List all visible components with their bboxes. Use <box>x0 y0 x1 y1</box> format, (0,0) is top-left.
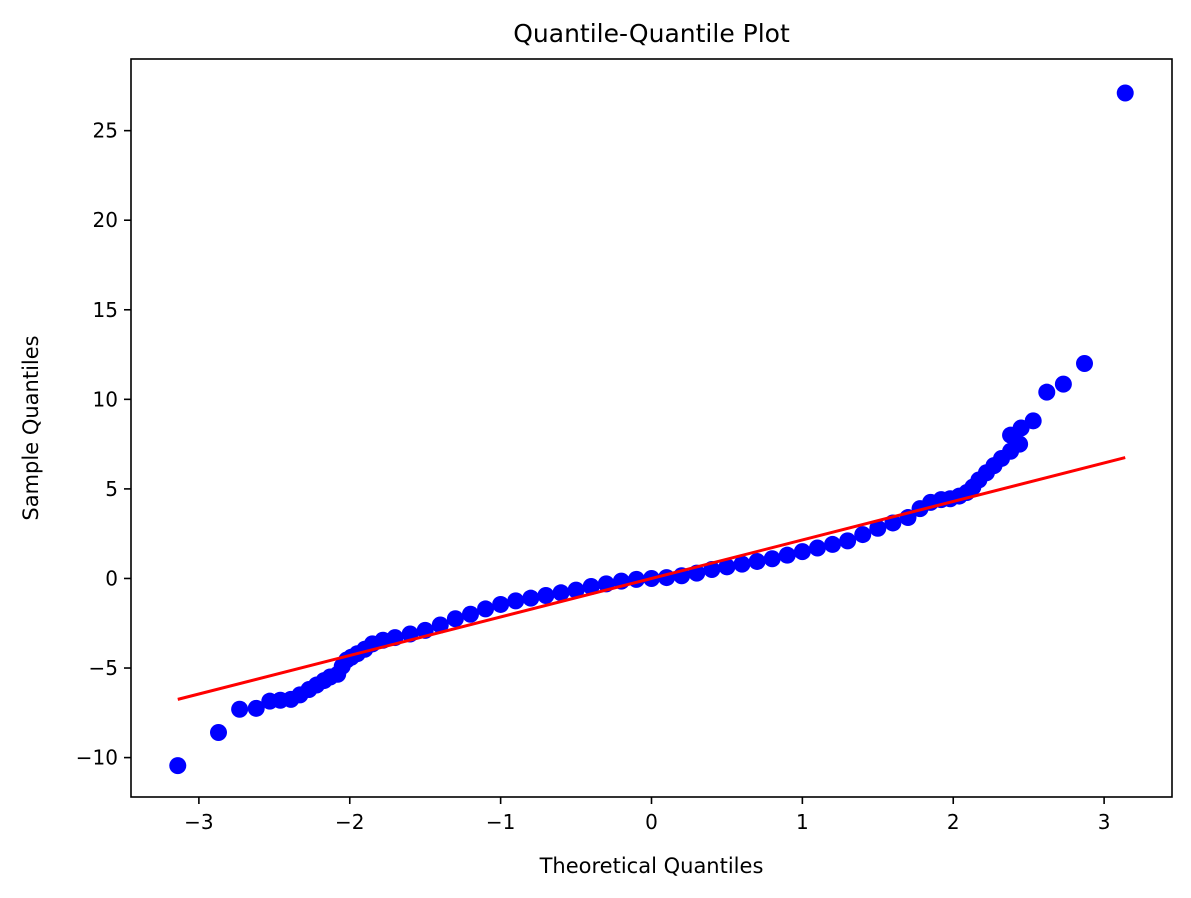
data-point <box>552 584 570 602</box>
y-tick-label: 5 <box>105 477 118 501</box>
x-axis-ticks: −3 −2 −1 0 1 2 3 <box>184 797 1110 834</box>
data-point <box>210 724 227 742</box>
data-point <box>446 610 464 628</box>
x-tick-label: −3 <box>184 810 213 834</box>
data-point <box>1024 412 1042 430</box>
data-point <box>169 757 187 775</box>
data-point <box>854 526 872 544</box>
data-point <box>247 699 265 717</box>
data-point <box>231 700 249 718</box>
data-point <box>507 592 525 610</box>
x-tick-label: −1 <box>486 810 515 834</box>
data-point <box>492 595 510 613</box>
data-point <box>718 558 736 576</box>
x-axis-label: Theoretical Quantiles <box>539 854 764 878</box>
data-point <box>808 539 826 557</box>
y-axis-label: Sample Quantiles <box>19 335 43 520</box>
data-point <box>733 555 751 573</box>
x-tick-label: 3 <box>1098 810 1111 834</box>
x-tick-label: 1 <box>796 810 809 834</box>
data-point <box>537 586 555 604</box>
data-point <box>522 589 540 607</box>
y-tick-label: 25 <box>93 119 118 143</box>
x-tick-label: −2 <box>335 810 364 834</box>
data-point <box>1076 355 1093 373</box>
data-point <box>839 532 857 550</box>
data-point <box>748 552 766 570</box>
chart-title: Quantile-Quantile Plot <box>513 19 790 48</box>
x-tick-label: 0 <box>645 810 658 834</box>
data-point <box>1038 383 1056 401</box>
y-tick-label: −5 <box>89 656 118 680</box>
x-tick-label: 2 <box>947 810 960 834</box>
data-point <box>477 600 495 618</box>
y-tick-label: −10 <box>76 746 118 770</box>
data-point <box>567 581 585 599</box>
y-tick-label: 0 <box>105 566 118 590</box>
data-point <box>1054 375 1072 393</box>
y-tick-label: 10 <box>93 387 118 411</box>
data-point <box>582 578 600 596</box>
plot-area <box>169 84 1134 775</box>
data-point <box>778 546 796 564</box>
y-tick-label: 15 <box>93 298 118 322</box>
data-point <box>763 550 781 568</box>
data-point <box>869 519 887 537</box>
data-point <box>824 535 842 553</box>
y-axis-ticks: −10 −5 0 5 10 15 20 25 <box>76 119 131 770</box>
y-tick-label: 20 <box>93 208 118 232</box>
data-point <box>1116 84 1134 102</box>
data-point <box>793 543 811 561</box>
reference-line <box>177 456 1126 701</box>
data-point <box>461 605 479 623</box>
data-point <box>431 616 449 634</box>
